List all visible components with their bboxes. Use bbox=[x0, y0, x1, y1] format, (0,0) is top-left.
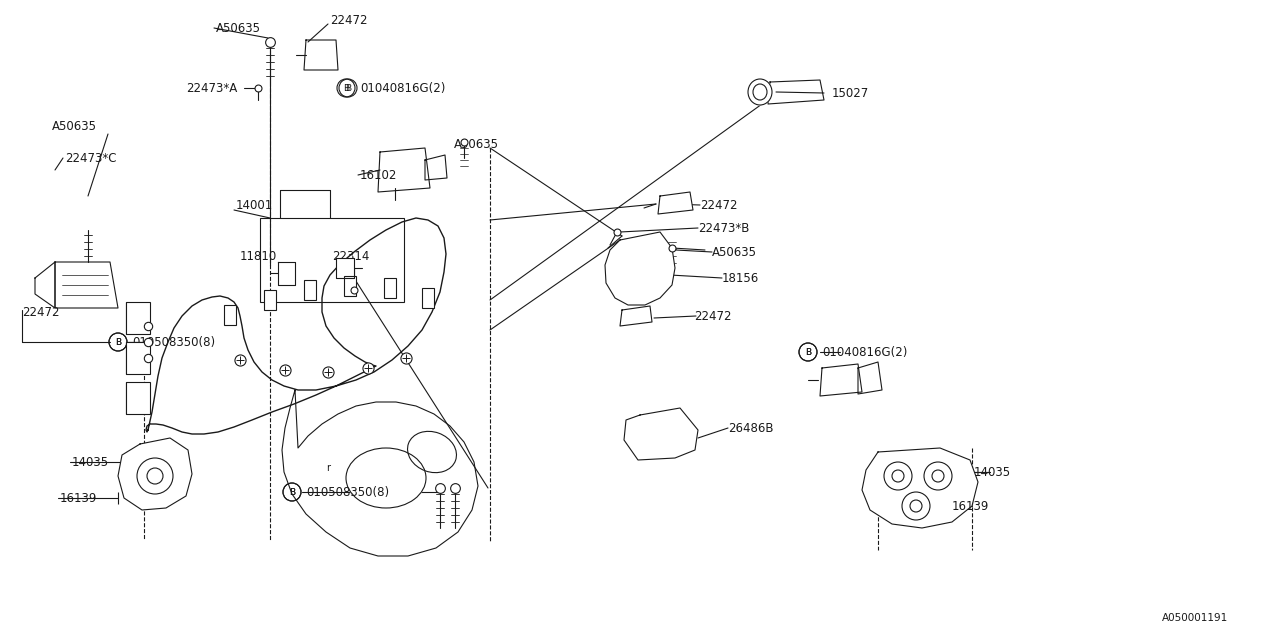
Text: A50635: A50635 bbox=[52, 120, 97, 132]
Text: 22472: 22472 bbox=[700, 198, 737, 211]
Polygon shape bbox=[858, 362, 882, 394]
Text: B: B bbox=[805, 348, 812, 356]
Text: 14035: 14035 bbox=[72, 456, 109, 468]
Text: 22473*C: 22473*C bbox=[65, 152, 116, 164]
Bar bbox=[305, 280, 316, 300]
Ellipse shape bbox=[346, 448, 426, 508]
Ellipse shape bbox=[753, 84, 767, 100]
Polygon shape bbox=[625, 408, 698, 460]
Circle shape bbox=[910, 500, 922, 512]
Text: B: B bbox=[115, 337, 122, 346]
Text: 11810: 11810 bbox=[241, 250, 278, 262]
Text: B: B bbox=[805, 348, 812, 356]
Text: 01040816G(2): 01040816G(2) bbox=[822, 346, 908, 358]
Bar bbox=[344, 276, 356, 296]
Text: 18156: 18156 bbox=[722, 271, 759, 285]
Bar bbox=[384, 278, 396, 298]
Polygon shape bbox=[425, 155, 447, 180]
Polygon shape bbox=[305, 40, 338, 70]
Bar bbox=[125, 342, 150, 374]
Circle shape bbox=[147, 468, 163, 484]
Polygon shape bbox=[337, 258, 355, 278]
Text: 16102: 16102 bbox=[360, 168, 397, 182]
Text: 010508350(8): 010508350(8) bbox=[306, 486, 389, 499]
Text: 15027: 15027 bbox=[832, 86, 869, 99]
Ellipse shape bbox=[407, 431, 457, 473]
Text: 14035: 14035 bbox=[974, 465, 1011, 479]
Text: B: B bbox=[115, 337, 122, 346]
Circle shape bbox=[884, 462, 913, 490]
Text: 14774: 14774 bbox=[820, 376, 858, 388]
Polygon shape bbox=[378, 148, 430, 192]
Text: B: B bbox=[289, 488, 296, 497]
Text: 22472: 22472 bbox=[330, 13, 367, 26]
Text: B: B bbox=[344, 83, 351, 93]
Text: 16139: 16139 bbox=[60, 492, 97, 504]
Text: 01040816G(2): 01040816G(2) bbox=[360, 81, 445, 95]
Text: 22473*B: 22473*B bbox=[698, 221, 749, 234]
Polygon shape bbox=[146, 218, 445, 434]
Circle shape bbox=[932, 470, 945, 482]
Polygon shape bbox=[861, 448, 978, 528]
Polygon shape bbox=[620, 306, 652, 326]
Text: 14001: 14001 bbox=[236, 198, 273, 211]
Polygon shape bbox=[55, 262, 118, 308]
Text: 22473*A: 22473*A bbox=[186, 81, 237, 95]
Text: 010508350(8): 010508350(8) bbox=[132, 335, 215, 349]
Bar bbox=[264, 290, 276, 310]
Polygon shape bbox=[820, 364, 861, 396]
Circle shape bbox=[137, 458, 173, 494]
Bar bbox=[260, 218, 404, 302]
Text: 26486B: 26486B bbox=[728, 422, 773, 435]
Text: 16139: 16139 bbox=[952, 499, 989, 513]
Ellipse shape bbox=[748, 79, 772, 105]
Polygon shape bbox=[282, 390, 477, 556]
Polygon shape bbox=[768, 80, 824, 104]
Text: A050001191: A050001191 bbox=[1162, 613, 1229, 623]
Circle shape bbox=[902, 492, 931, 520]
Polygon shape bbox=[658, 192, 692, 214]
Text: A50635: A50635 bbox=[454, 138, 499, 150]
Text: 22314: 22314 bbox=[332, 250, 370, 262]
Polygon shape bbox=[118, 438, 192, 510]
Text: 22472: 22472 bbox=[22, 305, 59, 319]
Circle shape bbox=[924, 462, 952, 490]
Text: A50635: A50635 bbox=[216, 22, 261, 35]
Text: r: r bbox=[326, 463, 330, 473]
Bar bbox=[422, 288, 434, 308]
Text: B: B bbox=[289, 488, 296, 497]
Bar bbox=[224, 305, 236, 325]
Bar bbox=[125, 382, 150, 414]
Text: B: B bbox=[343, 83, 349, 93]
Polygon shape bbox=[278, 262, 294, 285]
Text: A50635: A50635 bbox=[712, 246, 756, 259]
Polygon shape bbox=[605, 232, 675, 305]
Text: 22472: 22472 bbox=[694, 310, 731, 323]
Bar bbox=[125, 302, 150, 334]
Polygon shape bbox=[35, 262, 55, 308]
Circle shape bbox=[892, 470, 904, 482]
